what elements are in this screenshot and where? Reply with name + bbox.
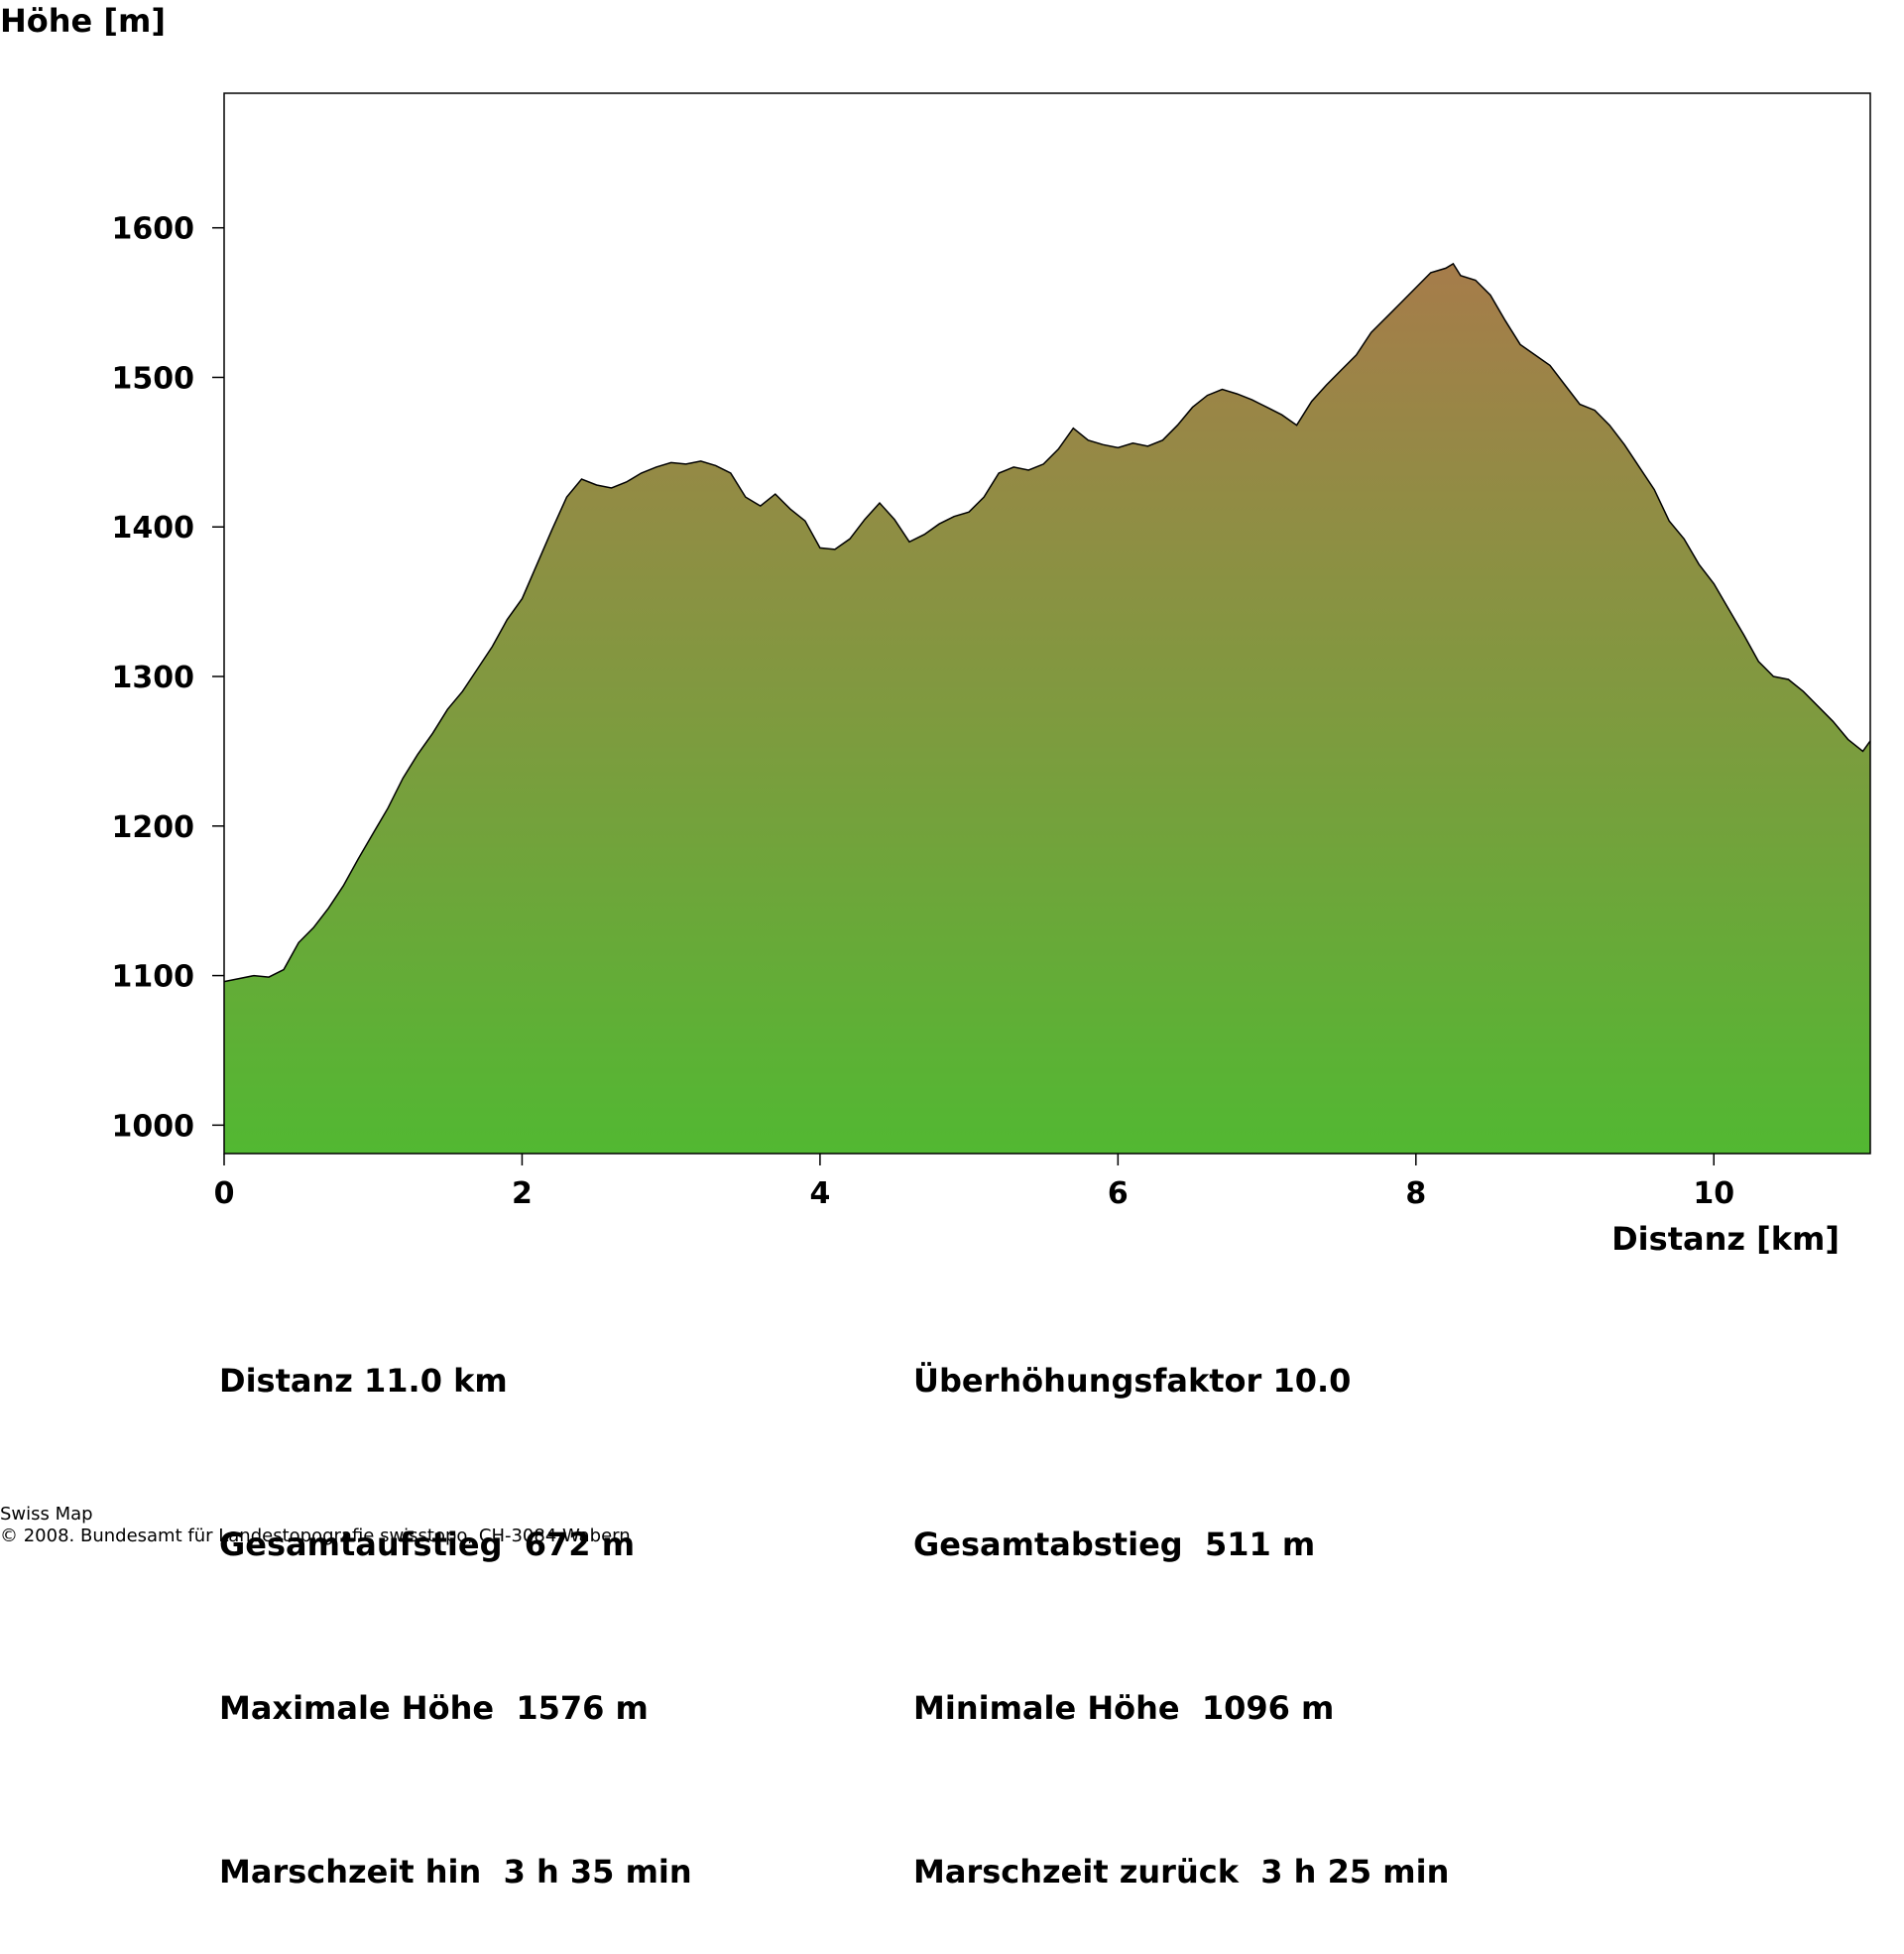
y-axis: 1000 1100 1200 1300 1400 1500 1600: [112, 212, 224, 1144]
stat-total-ascent: Gesamtaufstieg 672 m: [219, 1526, 636, 1563]
y-tick-label: 1000: [112, 1109, 195, 1144]
stat-walking-time-outbound: Marschzeit hin 3 h 35 min: [219, 1853, 692, 1891]
plot-frame: [223, 92, 1871, 1155]
x-tick-label: 8: [1405, 1176, 1426, 1211]
elevation-line: [223, 262, 1871, 983]
elevation-area: [224, 263, 1870, 1154]
x-axis-title: Distanz [km]: [1611, 1220, 1840, 1258]
x-tick-label: 6: [1108, 1176, 1129, 1211]
stat-walking-time-return: Marschzeit zurück 3 h 25 min: [913, 1853, 1450, 1891]
y-tick-label: 1400: [112, 511, 195, 546]
y-tick-label: 1300: [112, 661, 195, 695]
plot-area: [223, 92, 1871, 1155]
x-tick-label: 2: [512, 1176, 533, 1211]
stats-right-column: Überhöhungsfaktor 10.0 Gesamtabstieg 511…: [913, 1245, 1449, 1954]
footer-product-name: Swiss Map: [0, 1504, 93, 1525]
stat-total-descent: Gesamtabstieg 511 m: [913, 1526, 1316, 1563]
stat-distance: Distanz 11.0 km: [219, 1362, 508, 1400]
copyright-footer: Swiss Map © 2008. Bundesamt für Landesto…: [0, 1504, 631, 1547]
stats-left-column: Distanz 11.0 km Gesamtaufstieg 672 m Max…: [219, 1245, 692, 1954]
stat-exaggeration-factor: Überhöhungsfaktor 10.0: [913, 1362, 1352, 1400]
stat-max-elevation: Maximale Höhe 1576 m: [219, 1689, 649, 1727]
y-tick-label: 1500: [112, 361, 195, 396]
y-axis-title: Höhe [m]: [0, 2, 166, 40]
elevation-profile-chart: 1000 1100 1200 1300 1400 1500 1600 0 2 4 6 8 10 Höh…: [0, 2, 1871, 1258]
y-tick-label: 1600: [112, 212, 195, 247]
x-tick-label: 0: [214, 1176, 235, 1211]
stat-min-elevation: Minimale Höhe 1096 m: [913, 1689, 1335, 1727]
x-tick-label: 10: [1693, 1176, 1734, 1211]
y-tick-label: 1200: [112, 810, 195, 845]
footer-copyright: © 2008. Bundesamt für Landestopografie s…: [0, 1526, 631, 1546]
x-tick-label: 4: [809, 1176, 830, 1211]
y-tick-label: 1100: [112, 960, 195, 995]
x-axis: 0 2 4 6 8 10: [214, 1154, 1734, 1211]
